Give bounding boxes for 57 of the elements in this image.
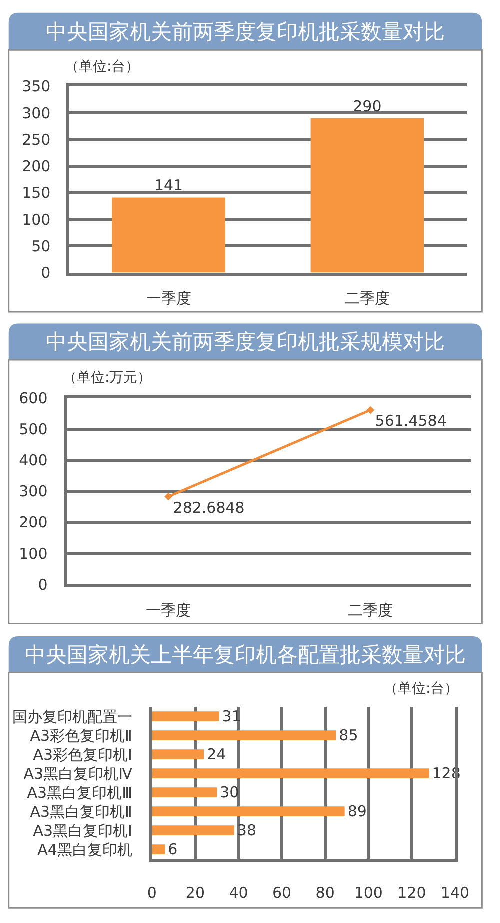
y-tick-label: 100 bbox=[19, 544, 48, 563]
bar bbox=[152, 788, 218, 798]
x-tick-label: 0 bbox=[147, 884, 157, 902]
bar bbox=[152, 844, 166, 855]
y-tick-label: 500 bbox=[19, 420, 48, 439]
bar bbox=[152, 826, 234, 836]
y-tick-label: 600 bbox=[19, 390, 48, 408]
y-tick-label: 350 bbox=[22, 78, 51, 96]
y-tick-label: 0 bbox=[38, 576, 48, 594]
data-label: 282.6848 bbox=[173, 498, 245, 517]
chart-title: 中央国家机关前两季度复印机批采规模对比 bbox=[46, 330, 445, 354]
y-tick-label: 250 bbox=[22, 130, 51, 149]
x-tick-label: 40 bbox=[229, 884, 248, 902]
text: （单位:台） bbox=[65, 59, 140, 75]
y-tick-label: 400 bbox=[19, 452, 48, 470]
chart-title: 中央国家机关前两季度复印机批采数量对比 bbox=[46, 20, 445, 44]
y-tick-label: A3黑白复印机Ⅲ bbox=[27, 784, 132, 802]
x-tick-label: 一季度 bbox=[146, 601, 192, 620]
bar bbox=[152, 730, 336, 741]
y-tick-label: A3黑白复印机Ⅳ bbox=[24, 764, 133, 783]
x-tick-label: 二季度 bbox=[344, 290, 390, 308]
x-tick-label: 140 bbox=[440, 884, 470, 902]
y-tick-label: A3彩色复印机Ⅱ bbox=[30, 726, 132, 745]
y-tick-label: A3黑白复印机Ⅰ bbox=[33, 822, 132, 840]
x-tick-label: 20 bbox=[186, 884, 206, 902]
y-tick-label: 0 bbox=[41, 264, 51, 282]
data-label: 24 bbox=[207, 746, 226, 764]
text: （单位:台） bbox=[384, 681, 459, 697]
x-tick-label: 100 bbox=[354, 884, 383, 902]
y-tick-label: 300 bbox=[22, 104, 51, 122]
y-tick-label: 200 bbox=[22, 158, 51, 176]
y-tick-label: A4黑白复印机 bbox=[38, 840, 132, 859]
data-label: 290 bbox=[353, 97, 382, 116]
x-tick-label: 80 bbox=[316, 884, 335, 902]
chart-title: 中央国家机关上半年复印机各配置批采数量对比 bbox=[25, 643, 466, 667]
data-label: 6 bbox=[168, 840, 178, 859]
y-tick-label: A3黑白复印机Ⅱ bbox=[30, 802, 132, 821]
bar bbox=[152, 768, 430, 779]
x-tick-label: 60 bbox=[272, 884, 292, 902]
y-tick-label: 300 bbox=[19, 482, 48, 501]
y-tick-label: 国办复印机配置一 bbox=[12, 708, 132, 726]
text: （单位:万元） bbox=[63, 370, 152, 386]
x-tick-label: 二季度 bbox=[348, 601, 394, 620]
y-tick-label: A3彩色复印机Ⅰ bbox=[33, 746, 132, 764]
data-label: 561.4584 bbox=[375, 412, 447, 430]
y-tick-label: 50 bbox=[32, 237, 51, 256]
data-label: 141 bbox=[154, 176, 184, 195]
data-label: 89 bbox=[348, 802, 367, 821]
bar bbox=[152, 712, 220, 722]
x-tick-label: 一季度 bbox=[146, 290, 192, 308]
data-label: 85 bbox=[339, 726, 358, 745]
y-tick-label: 150 bbox=[22, 184, 51, 202]
bar bbox=[152, 750, 204, 760]
y-tick-label: 100 bbox=[22, 210, 51, 229]
x-tick-label: 120 bbox=[398, 884, 426, 902]
y-tick-label: 200 bbox=[19, 514, 48, 532]
bar bbox=[152, 806, 345, 817]
